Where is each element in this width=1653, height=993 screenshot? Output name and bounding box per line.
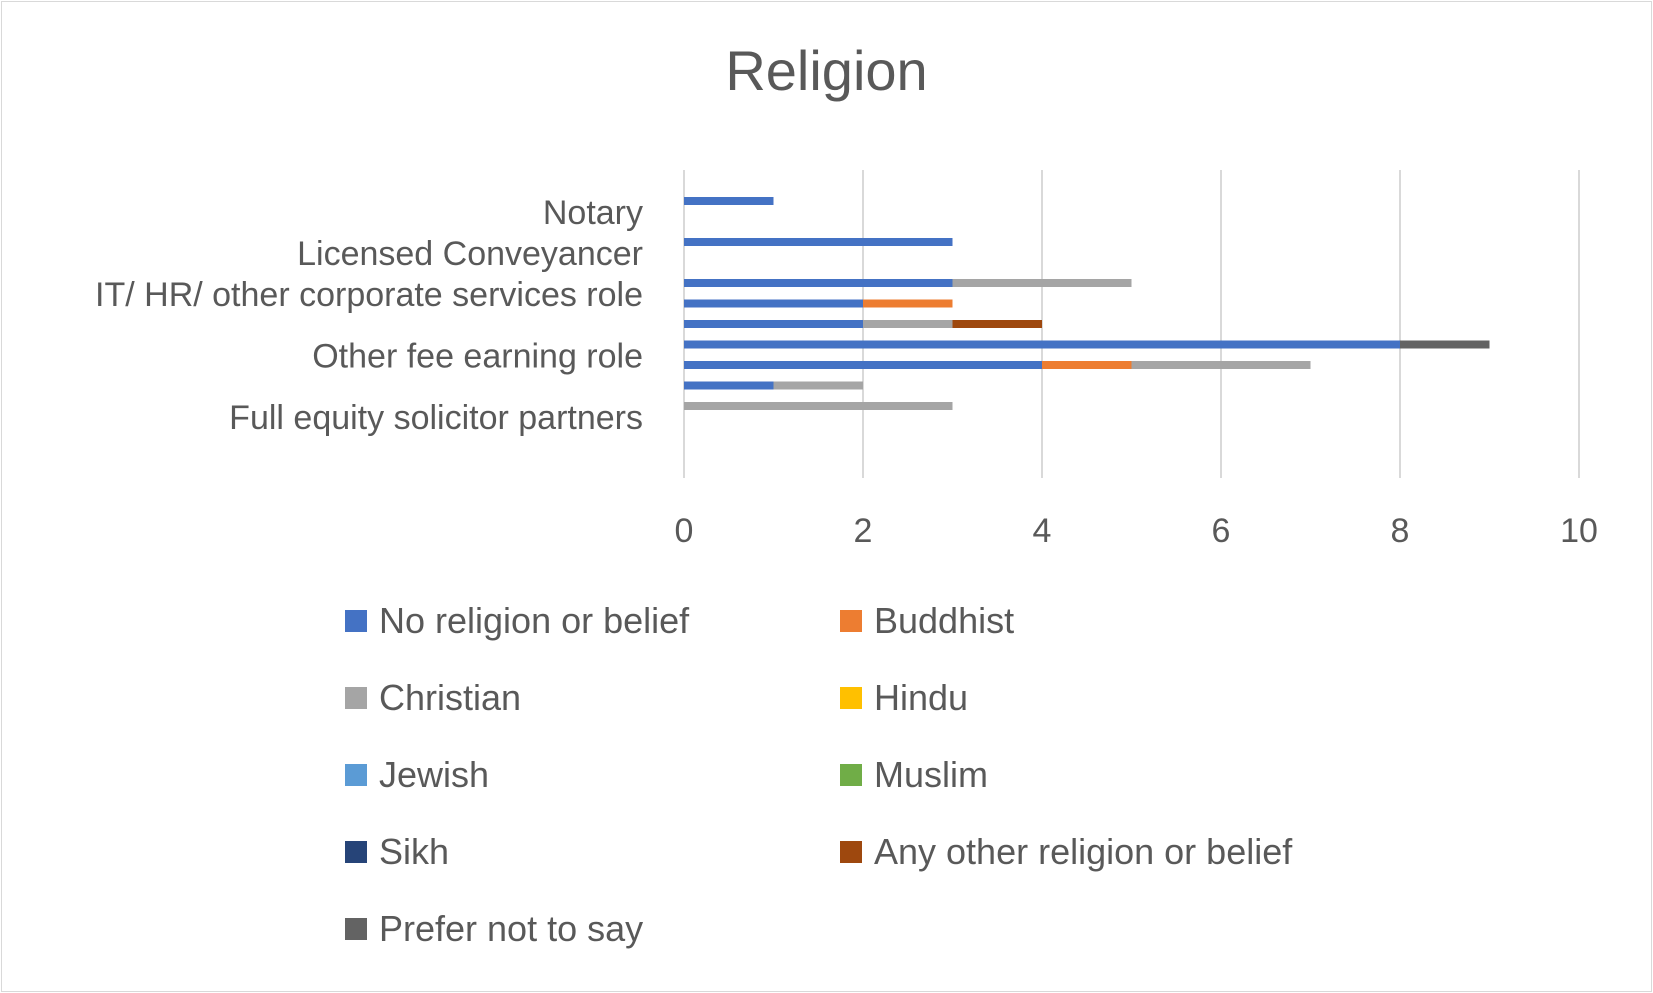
chart-title: Religion — [725, 39, 928, 102]
bar-segment — [684, 279, 953, 287]
legend-label: Sikh — [379, 831, 450, 872]
bar-segment — [773, 381, 863, 390]
legend-swatch — [840, 610, 862, 632]
bar-segment — [684, 320, 863, 328]
bar-segment — [684, 340, 1400, 349]
legend-label: No religion or belief — [379, 600, 690, 641]
x-tick-label: 0 — [675, 512, 694, 550]
bar-segment — [684, 402, 953, 410]
legend-item: Sikh — [345, 831, 450, 872]
legend-swatch — [345, 764, 367, 786]
legend-item: Christian — [345, 677, 522, 718]
bar-segment — [1400, 340, 1490, 349]
bar-segment — [952, 320, 1042, 328]
legend-item: Hindu — [840, 677, 969, 718]
legend-label: Muslim — [874, 754, 988, 795]
legend-swatch — [345, 918, 367, 940]
legend-label: Any other religion or belief — [874, 831, 1293, 872]
x-tick-label: 4 — [1033, 512, 1052, 550]
legend-swatch — [840, 841, 862, 863]
x-tick-label: 2 — [854, 512, 873, 550]
category-label: Full equity solicitor partners — [229, 399, 643, 437]
category-label: Notary — [543, 194, 643, 232]
x-tick-label: 8 — [1391, 512, 1410, 550]
legend-item: Prefer not to say — [345, 908, 644, 949]
legend-item: No religion or belief — [345, 600, 690, 641]
bar-segment — [684, 381, 774, 390]
legend-item: Jewish — [345, 754, 490, 795]
legend-swatch — [345, 610, 367, 632]
bar-segment — [1131, 361, 1311, 369]
legend-label: Jewish — [379, 754, 490, 795]
bar-segment — [684, 238, 953, 246]
bar-segment — [1042, 361, 1132, 369]
legend-swatch — [345, 841, 367, 863]
x-tick-label: 6 — [1212, 512, 1231, 550]
legend-swatch — [840, 764, 862, 786]
legend-label: Christian — [379, 677, 522, 718]
bar-segment — [684, 197, 774, 205]
legend-item: Muslim — [840, 754, 988, 795]
category-label: Licensed Conveyancer — [297, 235, 643, 273]
legend-label: Prefer not to say — [379, 908, 644, 949]
category-label: IT/ HR/ other corporate services role — [95, 276, 643, 314]
legend-swatch — [345, 687, 367, 709]
bar-segment — [684, 361, 1042, 369]
bar-segment — [952, 279, 1132, 287]
legend-item: Any other religion or belief — [840, 831, 1293, 872]
bar-segment — [863, 320, 953, 328]
x-tick-label: 10 — [1560, 512, 1598, 550]
bar-segment — [863, 299, 953, 308]
bar-segment — [684, 299, 863, 308]
legend-label: Hindu — [874, 677, 969, 718]
legend-label: Buddhist — [874, 600, 1015, 641]
legend-item: Buddhist — [840, 600, 1015, 641]
legend-swatch — [840, 687, 862, 709]
category-label: Other fee earning role — [312, 338, 643, 376]
